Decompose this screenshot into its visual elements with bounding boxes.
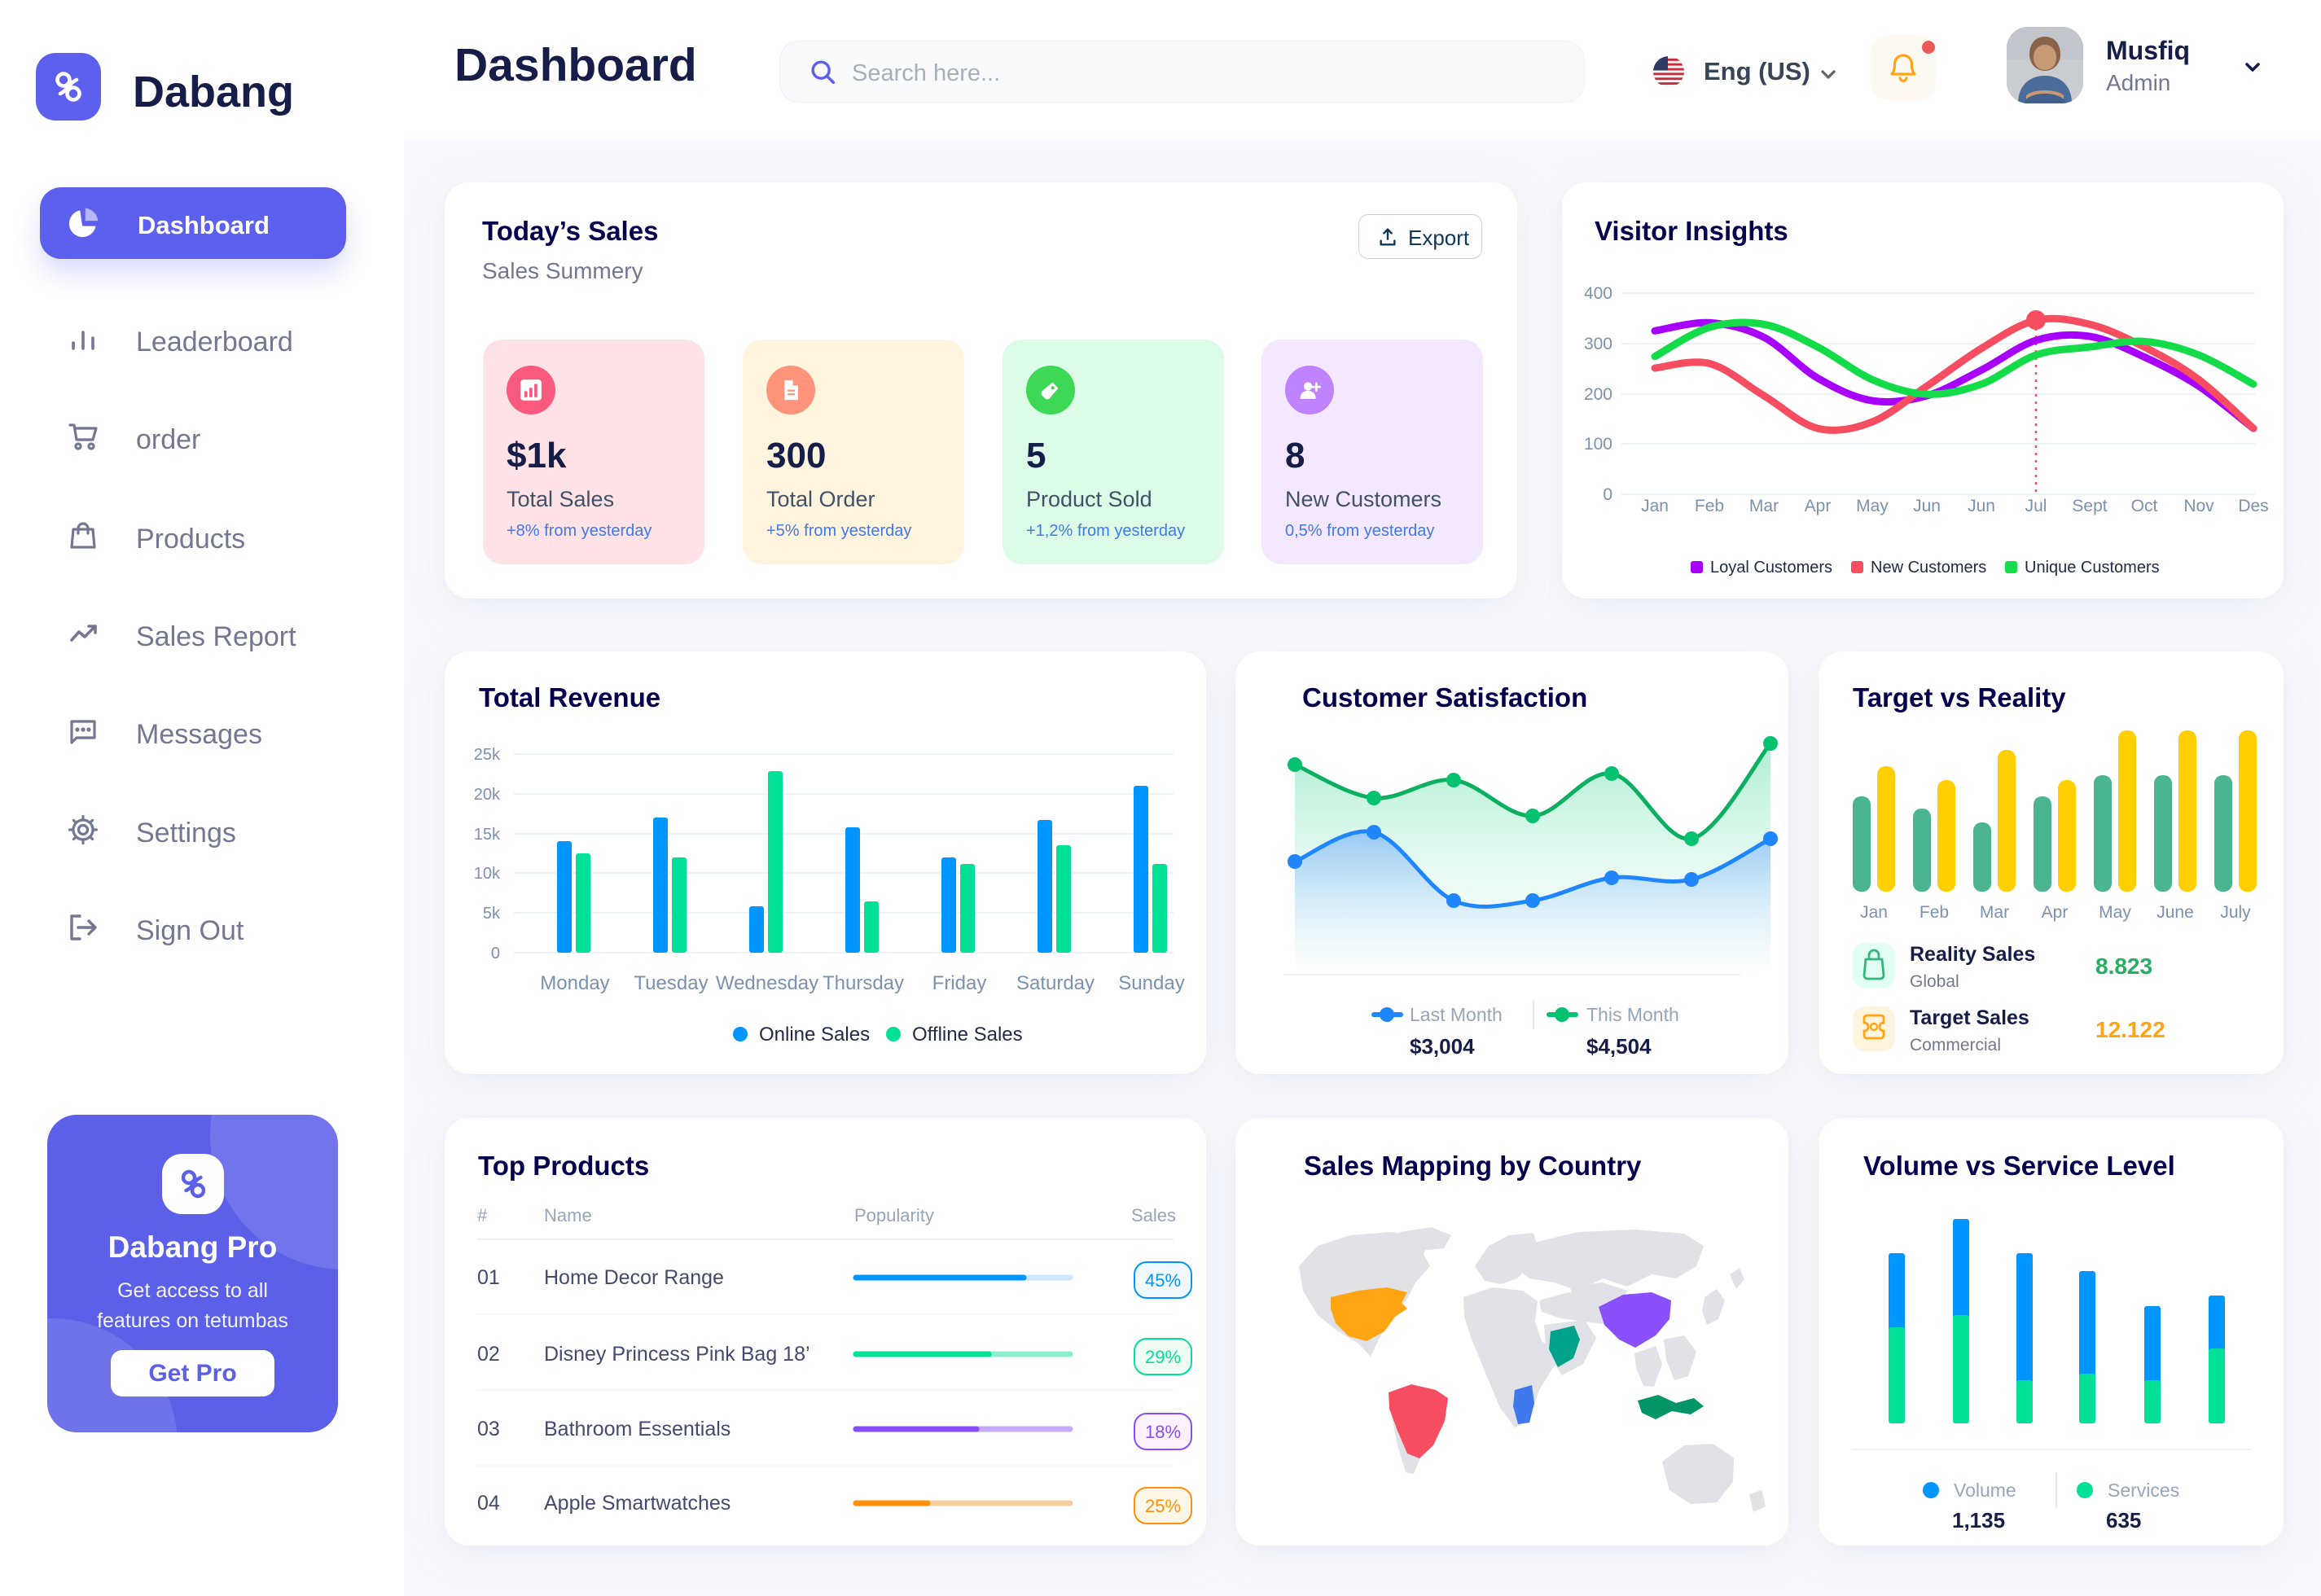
svg-text:Last Month: Last Month bbox=[1410, 1004, 1503, 1025]
svg-text:This Month: This Month bbox=[1586, 1004, 1679, 1025]
svg-text:1,135: 1,135 bbox=[1952, 1508, 2005, 1532]
svg-text:Services: Services bbox=[2108, 1480, 2179, 1501]
svg-text:Online Sales: Online Sales bbox=[759, 1024, 870, 1046]
svg-text:July: July bbox=[2220, 903, 2251, 922]
svg-text:635: 635 bbox=[2106, 1508, 2141, 1532]
svg-text:15k: 15k bbox=[474, 826, 501, 844]
svg-text:18%: 18% bbox=[1145, 1422, 1181, 1442]
svg-text:8.823: 8.823 bbox=[2095, 954, 2152, 979]
svg-text:300: 300 bbox=[1584, 335, 1612, 353]
svg-text:Sept: Sept bbox=[2072, 497, 2107, 515]
svg-text:Tuesday: Tuesday bbox=[634, 972, 708, 994]
svg-text:Apr: Apr bbox=[2042, 903, 2069, 922]
svg-text:Friday: Friday bbox=[932, 972, 987, 994]
svg-text:45%: 45% bbox=[1145, 1270, 1181, 1291]
svg-text:Mar: Mar bbox=[1980, 903, 2009, 922]
svg-text:Unique Customers: Unique Customers bbox=[2025, 559, 2160, 577]
svg-text:Des: Des bbox=[2238, 497, 2268, 515]
svg-text:Home Decor Range: Home Decor Range bbox=[544, 1266, 724, 1289]
svg-text:Disney Princess Pink Bag 18’: Disney Princess Pink Bag 18’ bbox=[544, 1343, 810, 1366]
svg-text:25k: 25k bbox=[474, 746, 501, 764]
svg-text:Mar: Mar bbox=[1749, 497, 1779, 515]
svg-text:0: 0 bbox=[1603, 485, 1612, 504]
svg-text:Offline Sales: Offline Sales bbox=[912, 1024, 1023, 1046]
svg-text:04: 04 bbox=[477, 1492, 500, 1515]
svg-text:200: 200 bbox=[1584, 385, 1612, 404]
svg-text:Apple Smartwatches: Apple Smartwatches bbox=[544, 1492, 731, 1515]
svg-text:#: # bbox=[477, 1205, 488, 1226]
svg-text:Global: Global bbox=[1910, 972, 1959, 991]
svg-text:Commercial: Commercial bbox=[1910, 1036, 2001, 1054]
svg-text:Jan: Jan bbox=[1641, 497, 1669, 515]
svg-text:10k: 10k bbox=[474, 865, 501, 883]
svg-text:Sunday: Sunday bbox=[1118, 972, 1184, 994]
svg-text:01: 01 bbox=[477, 1266, 500, 1289]
svg-text:Name: Name bbox=[544, 1205, 592, 1226]
svg-text:29%: 29% bbox=[1145, 1347, 1181, 1367]
svg-text:Reality Sales: Reality Sales bbox=[1910, 943, 2035, 966]
svg-text:June: June bbox=[2156, 903, 2194, 922]
svg-text:Wednesday: Wednesday bbox=[716, 972, 818, 994]
svg-text:Sales: Sales bbox=[1131, 1205, 1176, 1226]
svg-text:Oct: Oct bbox=[2131, 497, 2158, 515]
svg-text:100: 100 bbox=[1584, 435, 1612, 454]
svg-text:Target Sales: Target Sales bbox=[1910, 1006, 2029, 1029]
svg-text:May: May bbox=[1856, 497, 1889, 515]
svg-text:$4,504: $4,504 bbox=[1586, 1034, 1652, 1059]
svg-text:Popularity: Popularity bbox=[854, 1205, 934, 1226]
svg-text:Nov: Nov bbox=[2183, 497, 2214, 515]
svg-text:02: 02 bbox=[477, 1343, 500, 1366]
svg-text:Feb: Feb bbox=[1920, 903, 1949, 922]
svg-text:20k: 20k bbox=[474, 786, 501, 804]
svg-text:New Customers: New Customers bbox=[1871, 559, 1986, 577]
svg-text:Jan: Jan bbox=[1860, 903, 1888, 922]
svg-text:400: 400 bbox=[1584, 284, 1612, 303]
svg-text:Bathroom Essentials: Bathroom Essentials bbox=[544, 1418, 731, 1440]
svg-text:Feb: Feb bbox=[1695, 497, 1724, 515]
svg-text:Saturday: Saturday bbox=[1016, 972, 1095, 994]
svg-text:0: 0 bbox=[491, 945, 500, 962]
svg-text:03: 03 bbox=[477, 1418, 500, 1440]
svg-text:May: May bbox=[2099, 903, 2131, 922]
svg-text:$3,004: $3,004 bbox=[1410, 1034, 1475, 1059]
svg-text:Monday: Monday bbox=[540, 972, 609, 994]
svg-text:25%: 25% bbox=[1145, 1496, 1181, 1516]
svg-text:Loyal Customers: Loyal Customers bbox=[1710, 559, 1832, 577]
svg-text:5k: 5k bbox=[483, 905, 501, 923]
svg-text:Jun: Jun bbox=[1968, 497, 1995, 515]
svg-text:Jul: Jul bbox=[2025, 497, 2047, 515]
svg-text:Jun: Jun bbox=[1913, 497, 1941, 515]
svg-text:Apr: Apr bbox=[1805, 497, 1832, 515]
svg-text:12.122: 12.122 bbox=[2095, 1017, 2165, 1042]
svg-text:Thursday: Thursday bbox=[823, 972, 904, 994]
svg-text:Volume: Volume bbox=[1954, 1480, 2016, 1501]
